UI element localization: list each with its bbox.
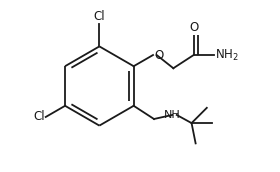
Text: O: O: [154, 49, 163, 62]
Text: NH$_2$: NH$_2$: [215, 47, 239, 63]
Text: Cl: Cl: [33, 110, 45, 123]
Text: NH: NH: [164, 110, 181, 120]
Text: O: O: [189, 21, 198, 34]
Text: Cl: Cl: [94, 10, 105, 23]
